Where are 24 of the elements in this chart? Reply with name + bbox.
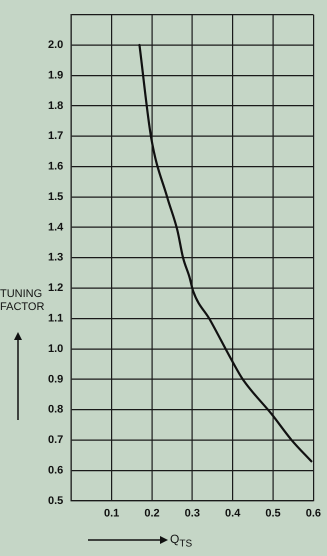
x-axis-title: Q$_{TS}$	[170, 532, 192, 550]
y-tick-label: 0.5	[48, 494, 64, 507]
y-tick-label: 0.9	[48, 373, 64, 386]
x-tick-label: 0.6	[306, 507, 322, 520]
x-tick-label: 0.5	[265, 507, 281, 520]
y-axis-title: TUNING FACTOR	[0, 288, 46, 314]
y-tick-label: 1.6	[48, 160, 64, 173]
y-tick-label: 0.7	[48, 434, 64, 446]
y-tick-label: 1.4	[48, 221, 64, 234]
y-tick-label: 1.9	[48, 69, 64, 82]
y-tick-label: 1.8	[48, 100, 64, 112]
y-tick-label: 1.3	[48, 252, 64, 264]
x-tick-label: 0.3	[184, 507, 200, 520]
y-tick-label: 0.6	[48, 464, 64, 476]
x-tick-label: 0.2	[144, 507, 160, 520]
y-tick-label: 1.5	[48, 190, 64, 203]
y-tick-label: 2.0	[48, 39, 64, 52]
y-tick-label: 1.7	[48, 130, 64, 142]
y-tick-label: 1.1	[48, 312, 64, 325]
x-tick-label: 0.1	[104, 507, 120, 520]
y-tick-label: 1.0	[48, 342, 64, 355]
y-tick-label: 1.2	[48, 282, 64, 294]
y-tick-label: 0.8	[48, 404, 64, 416]
x-tick-label: 0.4	[225, 507, 242, 520]
